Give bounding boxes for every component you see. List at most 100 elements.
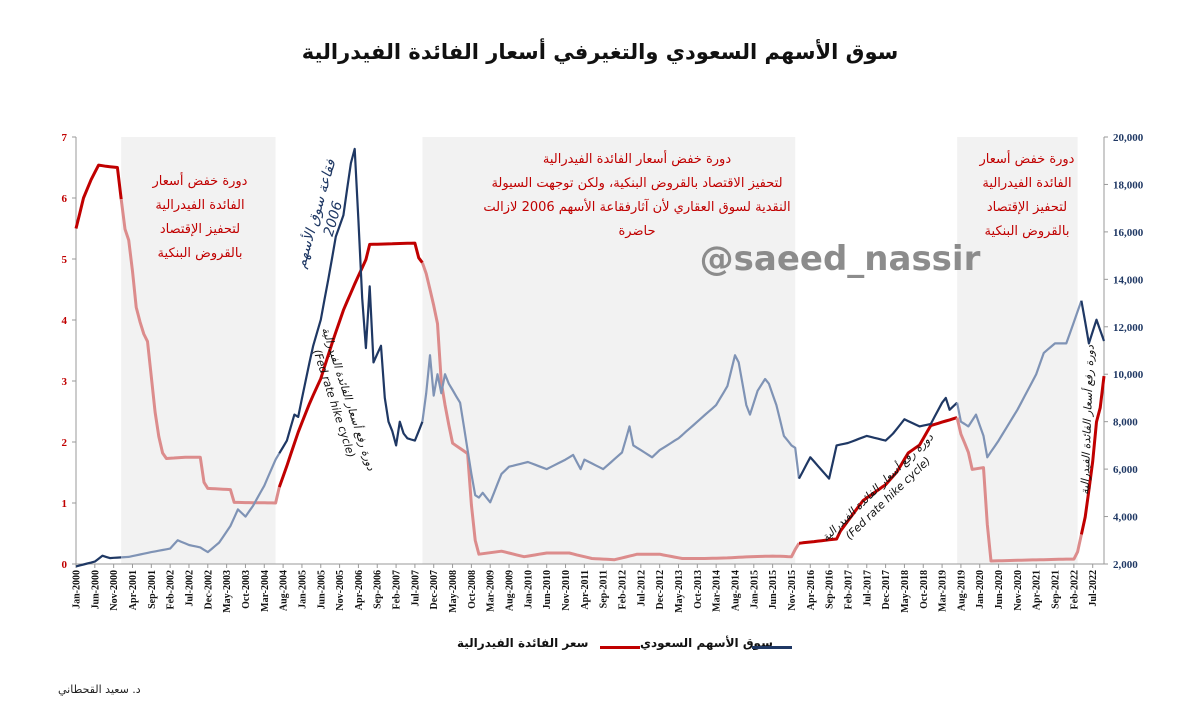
fed-rate-line-segment-6 — [955, 417, 1083, 563]
y-left-tick-label: 1 — [62, 498, 68, 510]
x-tick-label: Jun-2020 — [994, 570, 1005, 609]
fed-rate-line-segment-1 — [74, 163, 123, 229]
legend-swatch-fed — [600, 646, 640, 649]
x-tick-label: Oct-2008 — [467, 570, 478, 609]
x-tick-label: Sep-2021 — [1051, 570, 1062, 609]
y-right-tick-label: 16,000 — [1113, 227, 1144, 239]
x-tick-label: Nov-2005 — [335, 570, 346, 611]
x-tick-label: Sep-2001 — [147, 570, 158, 609]
shaded-period-2 — [422, 137, 796, 564]
y-right-tick-label: 10,000 — [1113, 369, 1144, 381]
tasi-line-segment-1 — [75, 554, 122, 568]
x-tick-label: Oct-2013 — [693, 570, 704, 609]
fed-rate-line-segment-4 — [420, 262, 801, 562]
y-left-tick-label: 2 — [62, 437, 68, 449]
x-tick-label: Oct-2003 — [241, 570, 252, 609]
y-left-tick-label: 6 — [62, 193, 68, 205]
x-tick-label: Jun-2010 — [542, 570, 553, 609]
legend-label-tasi: سوق الأسهم السعودي — [640, 636, 773, 650]
x-tick-label: Jan-2020 — [975, 570, 986, 609]
x-tick-label: Apr-2011 — [580, 570, 591, 610]
x-tick-label: Sep-2011 — [599, 570, 610, 608]
y-left-tick-label: 4 — [62, 315, 68, 327]
x-tick-label: Jul-2012 — [636, 570, 647, 607]
fed-rate-line-segment-2 — [119, 199, 281, 505]
x-tick-label: Oct-2018 — [919, 570, 930, 609]
legend-swatch-tasi — [752, 646, 792, 649]
x-tick-label: Jul-2017 — [862, 570, 873, 607]
x-tick-label: Feb-2002 — [166, 570, 177, 609]
x-tick-label: Aug-2014 — [730, 570, 741, 611]
y-left-tick-label: 7 — [62, 132, 68, 144]
x-tick-label: Dec-2002 — [203, 570, 214, 609]
fed-rate-line-segment-7 — [1079, 375, 1106, 535]
x-tick-label: Apr-2021 — [1032, 570, 1043, 610]
x-tick-label: Apr-2016 — [806, 570, 817, 610]
x-tick-label: Mar-2009 — [486, 570, 497, 612]
tasi-line-segment-3 — [278, 147, 424, 454]
x-tick-label: Aug-2009 — [505, 570, 516, 611]
y-left-tick-label: 3 — [62, 376, 68, 388]
x-tick-label: Jan-2015 — [749, 570, 760, 609]
x-tick-label: May-2013 — [674, 570, 685, 613]
y-left-tick-label: 5 — [62, 254, 68, 266]
tasi-line-segment-5 — [798, 396, 958, 480]
x-tick-label: Sep-2016 — [825, 570, 836, 609]
x-tick-label: Jul-2002 — [184, 570, 195, 607]
x-tick-label: Jan-2005 — [297, 570, 308, 609]
x-tick-label: Feb-2017 — [843, 570, 854, 609]
x-tick-label: Jun-2015 — [768, 570, 779, 609]
x-tick-label: Feb-2012 — [618, 570, 629, 609]
x-tick-label: Nov-2015 — [787, 570, 798, 611]
x-tick-label: May-2008 — [448, 570, 459, 613]
x-tick-label: Jun-2000 — [90, 570, 101, 609]
annotation-hike-cycle-3: دورة رفع أسعار الفائدة الفيدرالية — [1077, 345, 1096, 495]
x-tick-label: Jan-2010 — [523, 570, 534, 609]
x-tick-label: Aug-2019 — [956, 570, 967, 611]
x-tick-label: Mar-2004 — [260, 570, 271, 612]
y-right-tick-label: 12,000 — [1113, 322, 1144, 334]
tasi-line-segment-2 — [121, 452, 281, 559]
y-right-tick-label: 8,000 — [1113, 417, 1138, 429]
annotation-cut-cycle-1: دورة خفض أسعار الفائدة الفيدرالية لتحفيز ا… — [152, 172, 248, 261]
y-right-tick-label: 2,000 — [1113, 559, 1138, 571]
x-tick-label: Jul-2007 — [410, 570, 421, 607]
y-right-tick-label: 6,000 — [1113, 464, 1138, 476]
y-right-tick-label: 18,000 — [1113, 179, 1144, 191]
x-tick-label: Apr-2001 — [128, 570, 139, 610]
x-tick-label: Dec-2017 — [881, 570, 892, 609]
x-tick-label: Nov-2010 — [561, 570, 572, 611]
x-tick-label: Dec-2007 — [429, 570, 440, 609]
x-tick-label: Feb-2007 — [392, 570, 403, 609]
annotation-bubble-2006: فقاعة سوق الأسهم2006 — [291, 157, 357, 275]
x-tick-label: Mar-2014 — [712, 570, 723, 612]
x-tick-label: Jul-2022 — [1088, 570, 1099, 607]
y-right-tick-label: 14,000 — [1113, 274, 1144, 286]
x-tick-label: May-2018 — [900, 570, 911, 613]
legend-label-fed: سعر الفائدة الفيدرالية — [457, 636, 589, 650]
x-tick-label: Mar-2019 — [938, 570, 949, 612]
y-right-tick-label: 20,000 — [1113, 132, 1144, 144]
annotation-cut-cycle-2: دورة خفض أسعار الفائدة الفيدرالية لتحفيز … — [483, 150, 790, 239]
y-left-tick-label: 0 — [62, 559, 68, 571]
fed-rate-line-segment-5 — [798, 416, 958, 545]
tasi-line-segment-4 — [421, 354, 801, 504]
fed-rate-line-segment-3 — [277, 241, 424, 488]
shaded-period-1 — [121, 137, 276, 564]
author-credit: د. سعيد القحطاني — [58, 683, 141, 696]
x-tick-label: Dec-2012 — [655, 570, 666, 609]
shaded-period-3 — [957, 137, 1078, 564]
x-tick-label: Nov-2020 — [1013, 570, 1024, 611]
x-tick-label: Nov-2000 — [109, 570, 120, 611]
tasi-line-segment-7 — [1080, 300, 1106, 345]
tasi-line-segment-6 — [956, 300, 1083, 459]
y-right-tick-label: 4,000 — [1113, 512, 1138, 524]
x-tick-label: Apr-2006 — [354, 570, 365, 610]
x-tick-label: Jan-2000 — [72, 570, 83, 609]
watermark: @saeed_nassir — [700, 239, 981, 279]
annotation-hike-cycle-1: دورة رفع أسعار الفائدة الفيدرالية(Fed ra… — [305, 325, 379, 477]
x-tick-label: Feb-2022 — [1069, 570, 1080, 609]
x-tick-label: Jun-2005 — [316, 570, 327, 609]
chart-title: سوق الأسهم السعودي والتغيرفي أسعار الفائ… — [301, 40, 899, 64]
